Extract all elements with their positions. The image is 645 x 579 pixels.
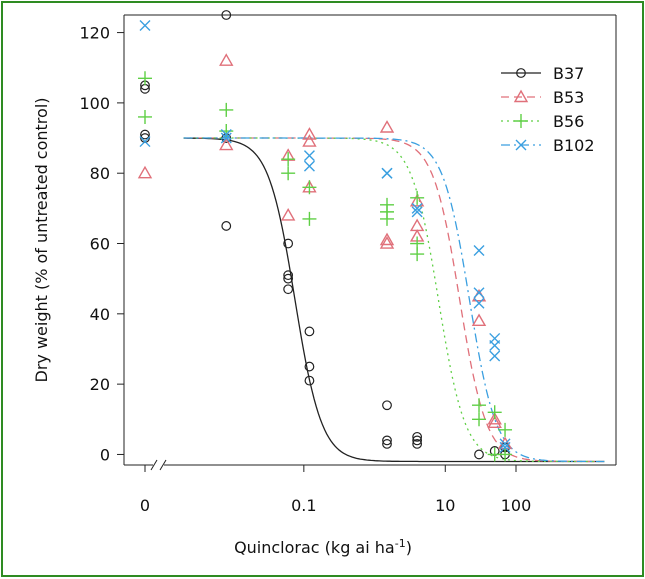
axis-break-mark [159, 459, 167, 471]
point-b53 [137, 165, 153, 179]
point-b53 [379, 236, 395, 249]
point-b56 [472, 412, 487, 427]
legend-marker-b56 [514, 114, 528, 128]
y-tick-label: 120 [79, 24, 110, 43]
point-b56 [487, 405, 502, 420]
point-b102 [473, 245, 485, 257]
point-b37 [221, 221, 232, 231]
point-b102 [411, 206, 423, 218]
x-tick-label: 100 [501, 496, 532, 515]
point-b53 [409, 193, 425, 207]
point-b102 [139, 20, 151, 32]
point-b56 [138, 71, 152, 86]
point-b56 [302, 211, 317, 226]
point-b102 [303, 150, 315, 162]
curve-b37 [183, 137, 605, 463]
point-b37 [283, 273, 294, 284]
point-b56 [281, 152, 296, 167]
curve-b56 [183, 137, 605, 463]
point-b102 [303, 160, 315, 172]
y-axis-label: Dry weight (% of untreated control) [32, 97, 51, 382]
legend-label-b56: B56 [553, 112, 584, 131]
point-b53 [280, 207, 296, 221]
y-tick-label: 20 [90, 375, 110, 394]
point-b37 [283, 270, 294, 281]
point-b37 [221, 10, 232, 20]
point-b56 [498, 447, 513, 462]
point-b102 [499, 441, 511, 453]
point-b37 [283, 238, 294, 249]
point-b102 [381, 167, 393, 179]
point-b53 [471, 313, 487, 327]
point-b56 [498, 422, 513, 437]
point-b37 [474, 449, 484, 460]
legend-marker-b53 [513, 89, 529, 103]
point-b56 [281, 166, 296, 181]
point-b102 [139, 136, 151, 148]
point-b56 [410, 190, 425, 205]
point-b37 [382, 400, 392, 411]
x-axis-label: Quinclorac (kg ai ha-1) [234, 537, 412, 557]
point-b37 [412, 431, 423, 442]
y-tick-label: 100 [79, 94, 110, 113]
axis-break-mark [150, 459, 158, 471]
point-b102 [473, 297, 485, 309]
point-b56 [219, 102, 234, 117]
point-b56 [380, 211, 395, 226]
point-b56 [410, 247, 425, 262]
point-b56 [138, 109, 152, 124]
legend-label-b37: B37 [553, 64, 584, 83]
point-b53 [379, 232, 395, 246]
point-b53 [487, 415, 502, 429]
point-b37 [382, 439, 392, 449]
point-b102 [220, 129, 232, 141]
point-b37 [283, 284, 294, 295]
point-b56 [472, 398, 487, 413]
legend-marker-b37 [516, 68, 526, 78]
point-b53 [302, 134, 317, 147]
point-b37 [304, 326, 315, 337]
point-b102 [489, 350, 501, 362]
point-b102 [499, 438, 511, 450]
point-b53 [302, 127, 317, 140]
point-b37 [382, 435, 392, 446]
point-b53 [219, 53, 234, 66]
point-b37 [304, 375, 315, 386]
point-b56 [302, 180, 317, 195]
point-b102 [489, 339, 501, 351]
y-tick-label: 0 [100, 445, 110, 464]
point-b53 [409, 218, 425, 232]
point-b53 [487, 411, 502, 425]
point-b102 [473, 287, 485, 299]
point-b37 [412, 439, 423, 449]
point-b53 [219, 137, 234, 151]
point-b37 [304, 361, 315, 372]
point-b37 [140, 129, 150, 140]
x-tick-label: 0.1 [291, 496, 316, 515]
curve-b102 [183, 137, 605, 463]
legend-label-b53: B53 [553, 88, 584, 107]
y-tick-label: 60 [90, 235, 110, 254]
point-b56 [219, 124, 234, 139]
y-tick-label: 80 [90, 164, 110, 183]
dose-response-chart: 0 20 40 60 80 100 120 0 0.1 10 100 Quinclorac (kg a… [32, 10, 617, 557]
x-tick-label: 10 [435, 496, 455, 515]
legend-marker-b102 [515, 139, 527, 151]
point-b102 [220, 132, 232, 144]
curve-b53 [183, 137, 605, 463]
point-b53 [379, 120, 395, 133]
point-b37 [412, 435, 423, 446]
x-tick-label: 0 [140, 496, 150, 515]
legend-label-b102: B102 [553, 136, 595, 155]
y-tick-label: 40 [90, 305, 110, 324]
point-b102 [411, 202, 423, 214]
